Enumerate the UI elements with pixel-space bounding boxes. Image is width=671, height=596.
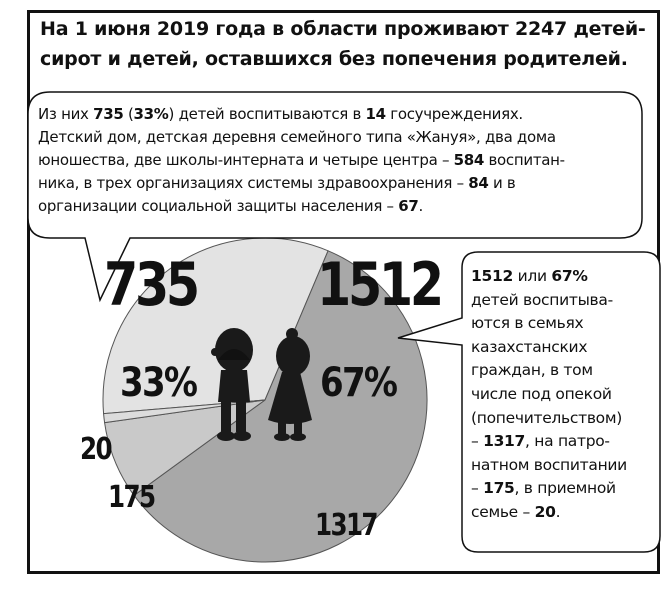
slice-label-20: 20 (80, 432, 113, 467)
left-note-line: организации социальной защиты населения … (38, 197, 423, 215)
right-note-bubble (397, 251, 661, 553)
headline-line-1: На 1 июня 2019 года в области проживают … (40, 18, 646, 40)
left-note-line: Детский дом, детская деревня семейного т… (38, 128, 556, 146)
girl-silhouette-icon (268, 328, 312, 441)
right-note-line: (попечительством) (471, 408, 622, 427)
group-label-families: 1512 (317, 250, 444, 320)
headline-line-2: сирот и детей, оставшихся без попечения … (40, 48, 628, 70)
right-note-line: граждан, в том (471, 361, 593, 380)
boy-silhouette-icon (211, 328, 253, 441)
pie-slice-735 (102, 237, 329, 415)
left-note-line: юношества, две школы-интерната и четыре … (38, 151, 565, 169)
right-note-line: числе под опекой (471, 384, 612, 403)
left-note-line: ника, в трех организациях системы здраво… (38, 174, 516, 192)
slice-label-175: 175 (108, 480, 156, 515)
right-note-line: натном воспитании (471, 455, 627, 474)
right-note-line: казахстанских (471, 337, 588, 356)
left-note-text: Из них 735 (33%) детей воспитываются в 1… (38, 103, 565, 218)
left-note-bubble (27, 91, 643, 303)
group-percent-families: 67% (320, 360, 398, 406)
right-note-line: – 1317, на патро- (471, 432, 610, 451)
right-note-line: ются в семьях (471, 314, 584, 333)
right-note-line: – 175, в приемной (471, 479, 616, 498)
slice-label-1317: 1317 (315, 508, 379, 543)
left-note-line: Из них 735 (33%) детей воспитываются в 1… (38, 105, 523, 123)
group-label-institutions: 735 (104, 250, 200, 320)
right-note-line: детей воспитыва- (471, 290, 613, 309)
right-note-line: семье – 20. (471, 502, 561, 521)
right-note-text: 1512 или 67% детей воспитыва- ются в сем… (471, 265, 627, 525)
group-percent-institutions: 33% (120, 360, 198, 406)
headline: На 1 июня 2019 года в области проживают … (40, 14, 646, 74)
right-note-line: 1512 или 67% (471, 267, 588, 285)
